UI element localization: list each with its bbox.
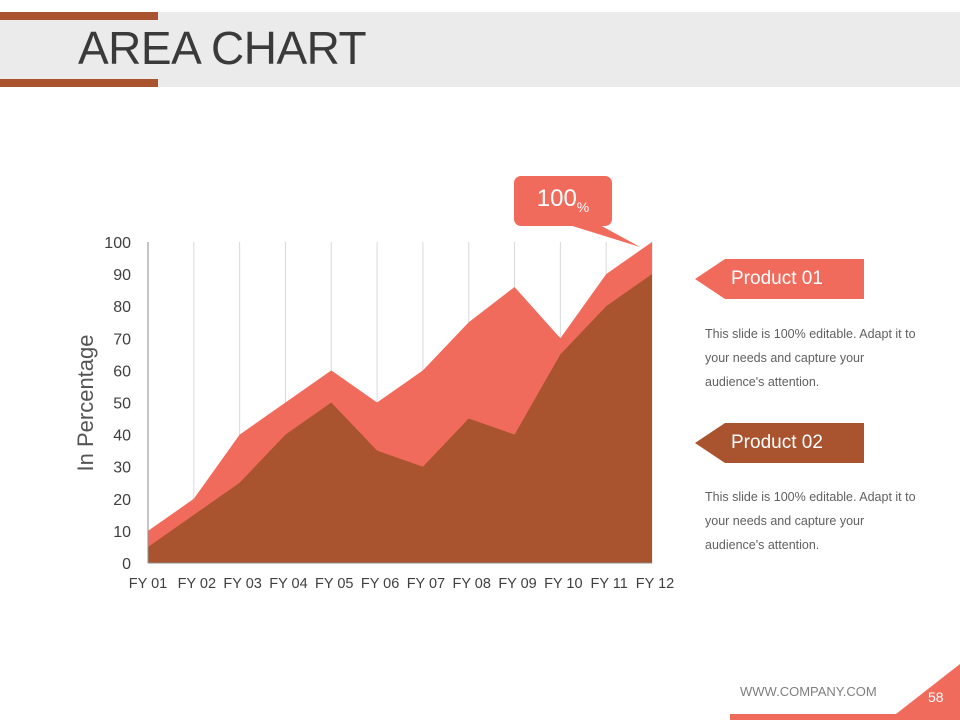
x-tick-label-9: FY 09: [498, 576, 536, 592]
page-title: AREA CHART: [78, 22, 367, 74]
y-tick-label-60: 60: [113, 363, 131, 380]
legend-label-product-01: Product 01: [731, 268, 823, 289]
peak-value-callout: 100%: [514, 176, 612, 226]
chart-axes: [147, 242, 652, 564]
x-tick-label-7: FY 07: [407, 576, 445, 592]
x-tick-labels: FY 01 FY 02 FY 03 FY 04 FY 05 FY 06 FY 07 FY 08…: [129, 576, 674, 592]
x-tick-label-3: FY 03: [223, 576, 261, 592]
y-tick-label-30: 30: [113, 460, 131, 477]
area-product-02: [148, 274, 652, 563]
x-tick-label-4: FY 04: [269, 576, 307, 592]
x-tick-label-1: FY 01: [129, 576, 167, 592]
y-tick-label-80: 80: [113, 299, 131, 316]
legend-label-product-02: Product 02: [731, 432, 823, 453]
y-tick-label-70: 70: [113, 331, 131, 348]
y-tick-label-100: 100: [104, 235, 131, 252]
page-number-triangle: [896, 664, 960, 714]
x-tick-label-2: FY 02: [178, 576, 216, 592]
x-tick-label-8: FY 08: [453, 576, 491, 592]
legend-product-02: Product 02: [695, 423, 864, 463]
callout-pointer: [566, 224, 640, 247]
x-tick-label-12: FY 12: [636, 576, 674, 592]
y-axis-label: In Percentage: [73, 335, 98, 472]
legend-product-01: Product 01: [695, 259, 864, 299]
chart-areas: [148, 242, 652, 563]
title-accent-bottom: [0, 79, 158, 87]
title-band: [0, 12, 960, 87]
page-number: 58: [928, 689, 944, 705]
y-tick-label-50: 50: [113, 396, 131, 413]
legend-arrow-product-01: [695, 259, 864, 299]
footer-line: [730, 714, 960, 720]
y-tick-label-90: 90: [113, 267, 131, 284]
y-tick-label-20: 20: [113, 492, 131, 509]
y-tick-label-10: 10: [113, 524, 131, 541]
title-accent-top: [0, 12, 158, 20]
y-tick-label-0: 0: [122, 556, 131, 573]
x-tick-label-6: FY 06: [361, 576, 399, 592]
x-tick-label-5: FY 05: [315, 576, 353, 592]
legend-description-product-02: This slide is 100% editable. Adapt it to…: [705, 490, 916, 552]
x-tick-label-11: FY 11: [591, 576, 628, 592]
legend-arrow-product-02: [695, 423, 864, 463]
footer-url: WWW.COMPANY.COM: [740, 684, 877, 699]
callout-unit: %: [576, 199, 590, 215]
y-tick-label-40: 40: [113, 428, 131, 445]
callout-value: 100: [536, 185, 577, 212]
y-tick-labels: 0 10 20 30 40 50 60 70 80 90 100: [104, 235, 131, 573]
x-tick-label-10: FY 10: [544, 576, 582, 592]
legend-description-product-01: This slide is 100% editable. Adapt it to…: [705, 327, 916, 389]
